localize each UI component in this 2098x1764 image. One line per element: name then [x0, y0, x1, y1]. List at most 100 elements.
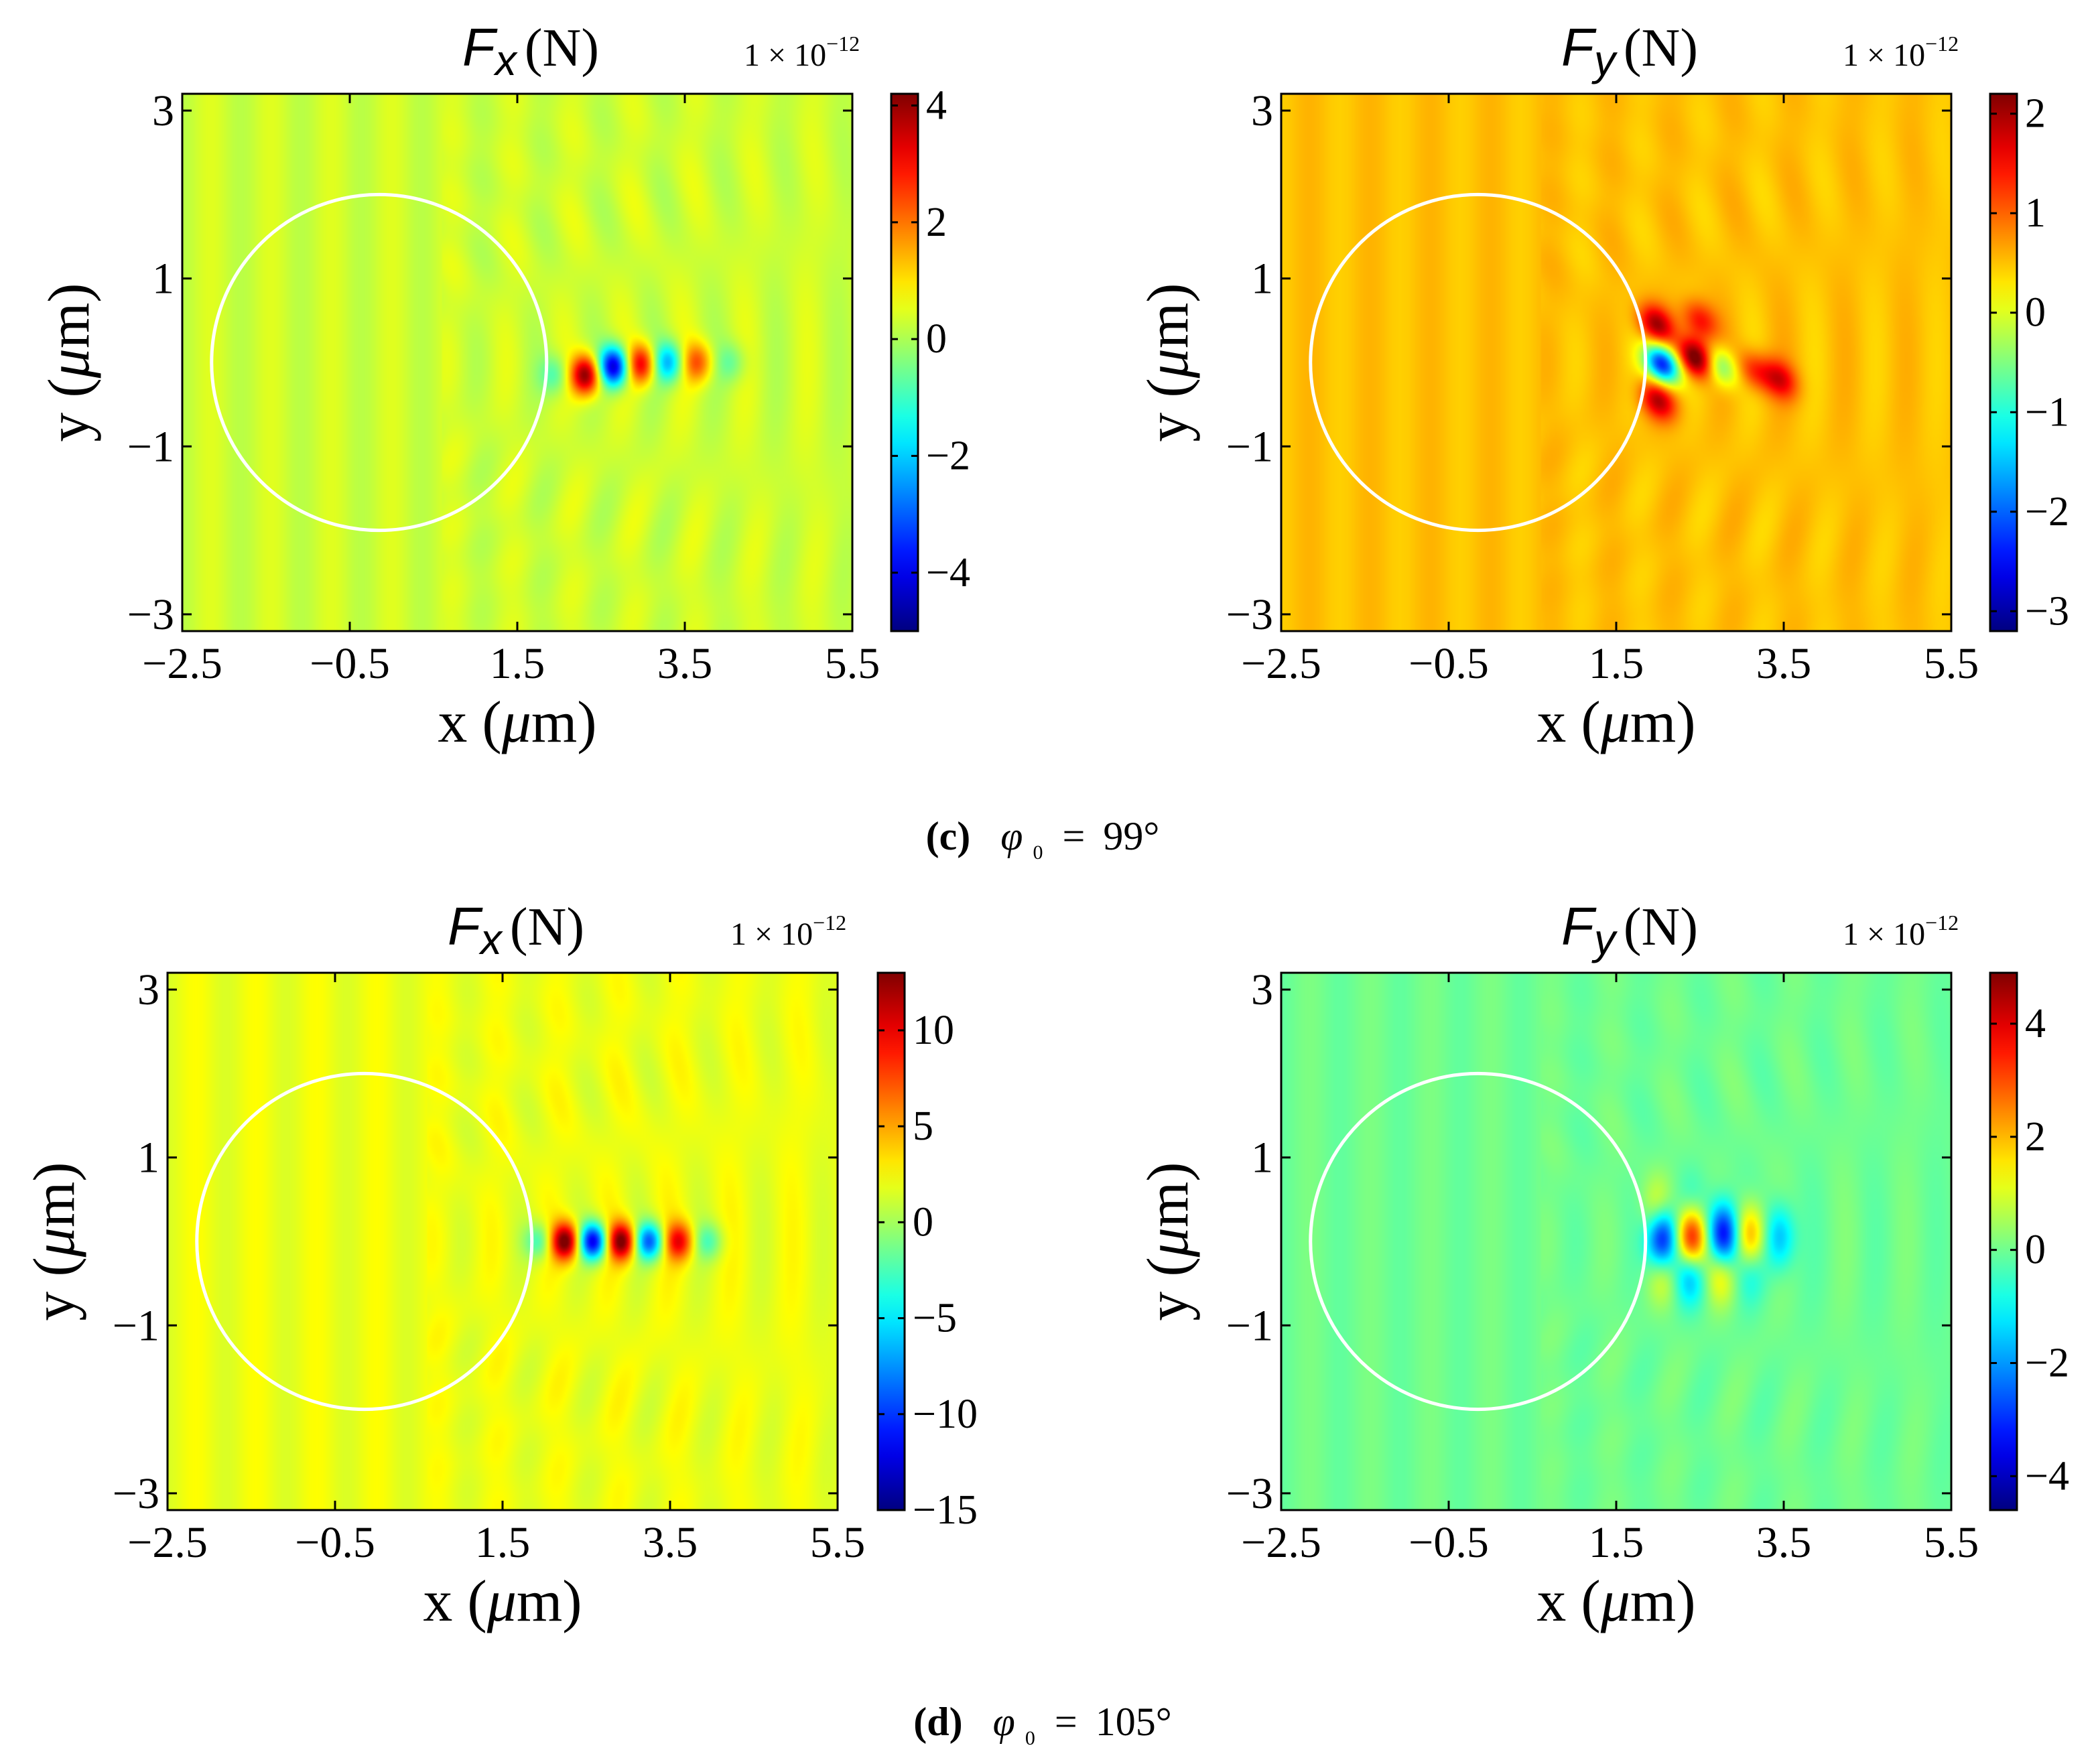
y-axis-label: y (μm)	[37, 283, 102, 442]
panel-title: Fy (N)	[1561, 17, 1698, 84]
title-unit: (N)	[525, 19, 599, 78]
y-axis-label: y (μm)	[1136, 1162, 1201, 1320]
x-axis-label: x (μm)	[438, 690, 596, 755]
y-axis-label-post: m)	[1136, 283, 1201, 348]
x-axis-label-post: m)	[531, 690, 597, 755]
x-axis-label: x (μm)	[423, 1569, 582, 1634]
scale-mantissa: 1 × 10	[744, 38, 826, 73]
title-unit: (N)	[1624, 19, 1698, 78]
colorbar-tick-label: 4	[926, 82, 947, 128]
y-tick-label: −3	[113, 1469, 159, 1518]
colorbar	[1989, 92, 2018, 632]
colorbar-tick-label: 10	[913, 1008, 954, 1053]
y-tick-label: −1	[1226, 422, 1273, 471]
colorbar-tick-label: 0	[2025, 290, 2046, 336]
y-axis-label-pre: y (	[22, 1257, 87, 1320]
colorbar	[1989, 971, 2018, 1511]
y-tick-label: −1	[127, 422, 174, 471]
x-tick-label: −0.5	[310, 639, 390, 688]
x-tick-label: 1.5	[1589, 1518, 1644, 1567]
title-symbol: F	[448, 896, 483, 956]
x-axis-label-mu: μ	[1600, 1569, 1630, 1634]
y-tick-label: −3	[1226, 590, 1273, 639]
colorbar-scale-label: 1 × 10−12	[1843, 31, 1959, 73]
heatmap-image	[168, 973, 838, 1510]
y-axis-label-mu: μ	[1136, 1227, 1201, 1258]
y-tick-label: 1	[1251, 1134, 1273, 1182]
x-tick-label: 1.5	[1589, 639, 1644, 688]
particle-circle	[1309, 192, 1648, 533]
colorbar-tick-label: 0	[926, 316, 947, 362]
y-axis-label-pre: y (	[1136, 1257, 1201, 1320]
colorbar-scale-label: 1 × 10−12	[1843, 910, 1959, 952]
y-tick-label: 3	[1251, 965, 1273, 1014]
y-tick-label: −1	[113, 1301, 159, 1350]
scale-exponent: −12	[1925, 31, 1959, 56]
caption-d: (d) φ 0 = 105°	[913, 1700, 1171, 1753]
caption-c-subscript: 0	[1033, 841, 1043, 864]
scale-mantissa: 1 × 10	[1843, 917, 1925, 952]
x-axis-label-mu: μ	[501, 690, 531, 755]
x-tick-label: 5.5	[1924, 1518, 1979, 1567]
x-axis-label-mu: μ	[1600, 690, 1630, 755]
y-axis-label-mu: μ	[1136, 348, 1201, 379]
colorbar-tick-label: 2	[2025, 91, 2046, 137]
y-axis-label-mu: μ	[22, 1227, 87, 1258]
caption-d-subscript: 0	[1025, 1727, 1035, 1749]
colorbar	[890, 92, 919, 632]
colorbar-tick-label: 1	[2025, 190, 2046, 236]
x-tick-label: 3.5	[657, 639, 713, 688]
scale-exponent: −12	[826, 31, 860, 56]
x-axis-label-pre: x (	[1536, 690, 1600, 755]
title-symbol: F	[1561, 896, 1597, 956]
x-axis-label: x (μm)	[1536, 1569, 1695, 1634]
scale-mantissa: 1 × 10	[730, 917, 813, 952]
title-subscript: x	[493, 36, 518, 84]
x-axis-label-post: m)	[1630, 1569, 1696, 1634]
caption-c-value: 99°	[1103, 814, 1159, 858]
caption-c: (c) φ 0 = 99°	[926, 814, 1160, 868]
panel-title: Fx (N)	[462, 17, 599, 84]
caption-d-symbol: φ	[993, 1700, 1015, 1744]
colorbar-tick-label: −2	[2025, 1341, 2069, 1386]
x-axis-label: x (μm)	[1536, 690, 1695, 755]
x-tick-label: −0.5	[1408, 639, 1489, 688]
y-tick-label: −3	[1226, 1469, 1273, 1518]
colorbar-tick-label: −4	[926, 550, 970, 596]
scale-exponent: −12	[813, 910, 846, 935]
x-tick-label: 3.5	[643, 1518, 698, 1567]
x-tick-label: 5.5	[825, 639, 880, 688]
x-tick-label: 1.5	[490, 639, 545, 688]
panel-c-left: −2.5 −0.5 1.5 3.5 5.531−1−3x (μm)y (μm)Fx (N)…	[37, 17, 970, 755]
colorbar-tick-label: −5	[913, 1296, 957, 1341]
x-tick-label: −0.5	[1408, 1518, 1489, 1567]
panel-c-right: −2.5 −0.5 1.5 3.5 5.531−1−3x (μm)y (μm)Fy (N)…	[1136, 17, 2069, 755]
x-axis-label-post: m)	[1630, 690, 1696, 755]
panel-d-left: −2.5 −0.5 1.5 3.5 5.531−1−3x (μm)y (μm)Fx (N)…	[22, 896, 978, 1634]
title-subscript: y	[1591, 36, 1618, 84]
title-subscript: x	[478, 915, 503, 963]
particle-circle	[195, 1071, 534, 1412]
x-tick-label: 3.5	[1756, 639, 1812, 688]
particle-circle	[210, 192, 549, 533]
colorbar-tick-label: 0	[2025, 1227, 2046, 1273]
x-tick-label: 3.5	[1756, 1518, 1812, 1567]
y-tick-label: −3	[127, 590, 174, 639]
colorbar-tick-label: −2	[926, 433, 970, 478]
scale-exponent: −12	[1925, 910, 1959, 935]
x-tick-label: −2.5	[127, 1518, 208, 1567]
title-subscript: y	[1591, 915, 1618, 963]
panels: −2.5 −0.5 1.5 3.5 5.531−1−3x (μm)y (μm)Fx (N)…	[22, 17, 2069, 1634]
colorbar-tick-label: −2	[2025, 489, 2069, 535]
colorbar-tick-label: 5	[913, 1103, 933, 1149]
x-tick-label: −2.5	[1241, 1518, 1321, 1567]
scale-mantissa: 1 × 10	[1843, 38, 1925, 73]
title-unit: (N)	[510, 898, 584, 957]
panel-title: Fy (N)	[1561, 896, 1698, 963]
heatmap-image	[1281, 94, 1951, 631]
y-axis-label-post: m)	[37, 283, 102, 348]
y-tick-label: 3	[152, 86, 174, 135]
particle-circle	[1309, 1071, 1648, 1412]
x-axis-label-post: m)	[517, 1569, 582, 1634]
